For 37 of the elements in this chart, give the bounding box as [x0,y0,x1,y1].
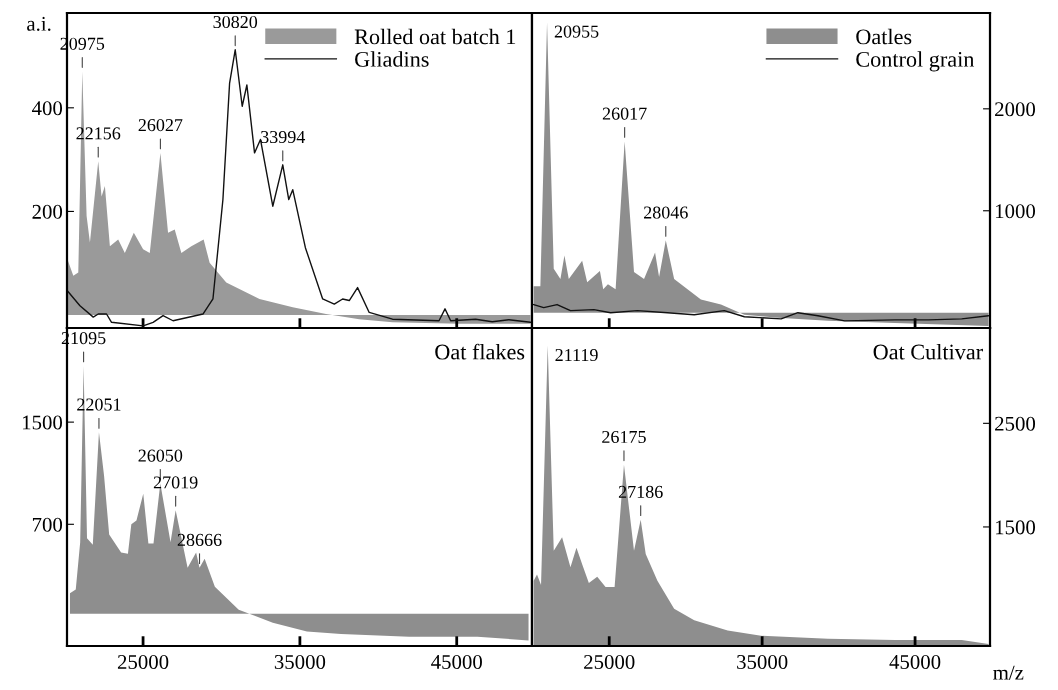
x-tick-label: 25000 [584,654,635,669]
y-axis-title: a.i. [27,16,51,31]
x-tick-label: 45000 [431,654,482,669]
annotation: 30820 [213,15,258,29]
y-tick-label: 1500 [23,415,63,430]
annotation: 26027 [138,118,183,132]
y-tick-label: 1000 [996,204,1036,219]
annotation: 26175 [602,430,646,444]
annotation: 21119 [555,348,598,362]
annotation: 20955 [554,25,599,38]
legend-label: Gliadins [355,51,429,67]
text: Oat Cultivar [873,343,983,360]
annotation: 33994 [261,130,306,144]
y-tick-label: 400 [31,101,63,116]
annotation: 28046 [644,206,688,219]
annotation: 28666 [177,533,222,546]
line-series [532,303,990,322]
x-tick-label: 25000 [117,654,169,669]
x-tick-label: 35000 [737,654,788,669]
legend-label: Rolled oat batch 1 [354,28,516,45]
x-tick-label: 45000 [889,654,941,669]
annotation: 26017 [602,107,647,120]
y-tick-label: 2000 [995,102,1036,117]
y-tick-label: 700 [32,517,63,532]
y-tick-label: 1500 [996,520,1036,535]
y-tick-label: 2500 [995,416,1036,431]
annotation: 27019 [153,476,198,489]
y-tick-label: 200 [32,204,63,219]
legend-label: Oatles [856,28,912,45]
x-tick-label: 35000 [274,654,326,669]
annotation: 22051 [77,398,121,411]
annotation: 26050 [138,449,183,462]
annotation: 27186 [618,485,663,498]
annotation: 22156 [76,127,121,140]
legend-label: Control grain [856,51,975,72]
x-axis-title: m/z [993,665,1024,680]
text: Oat flakes [435,343,525,360]
